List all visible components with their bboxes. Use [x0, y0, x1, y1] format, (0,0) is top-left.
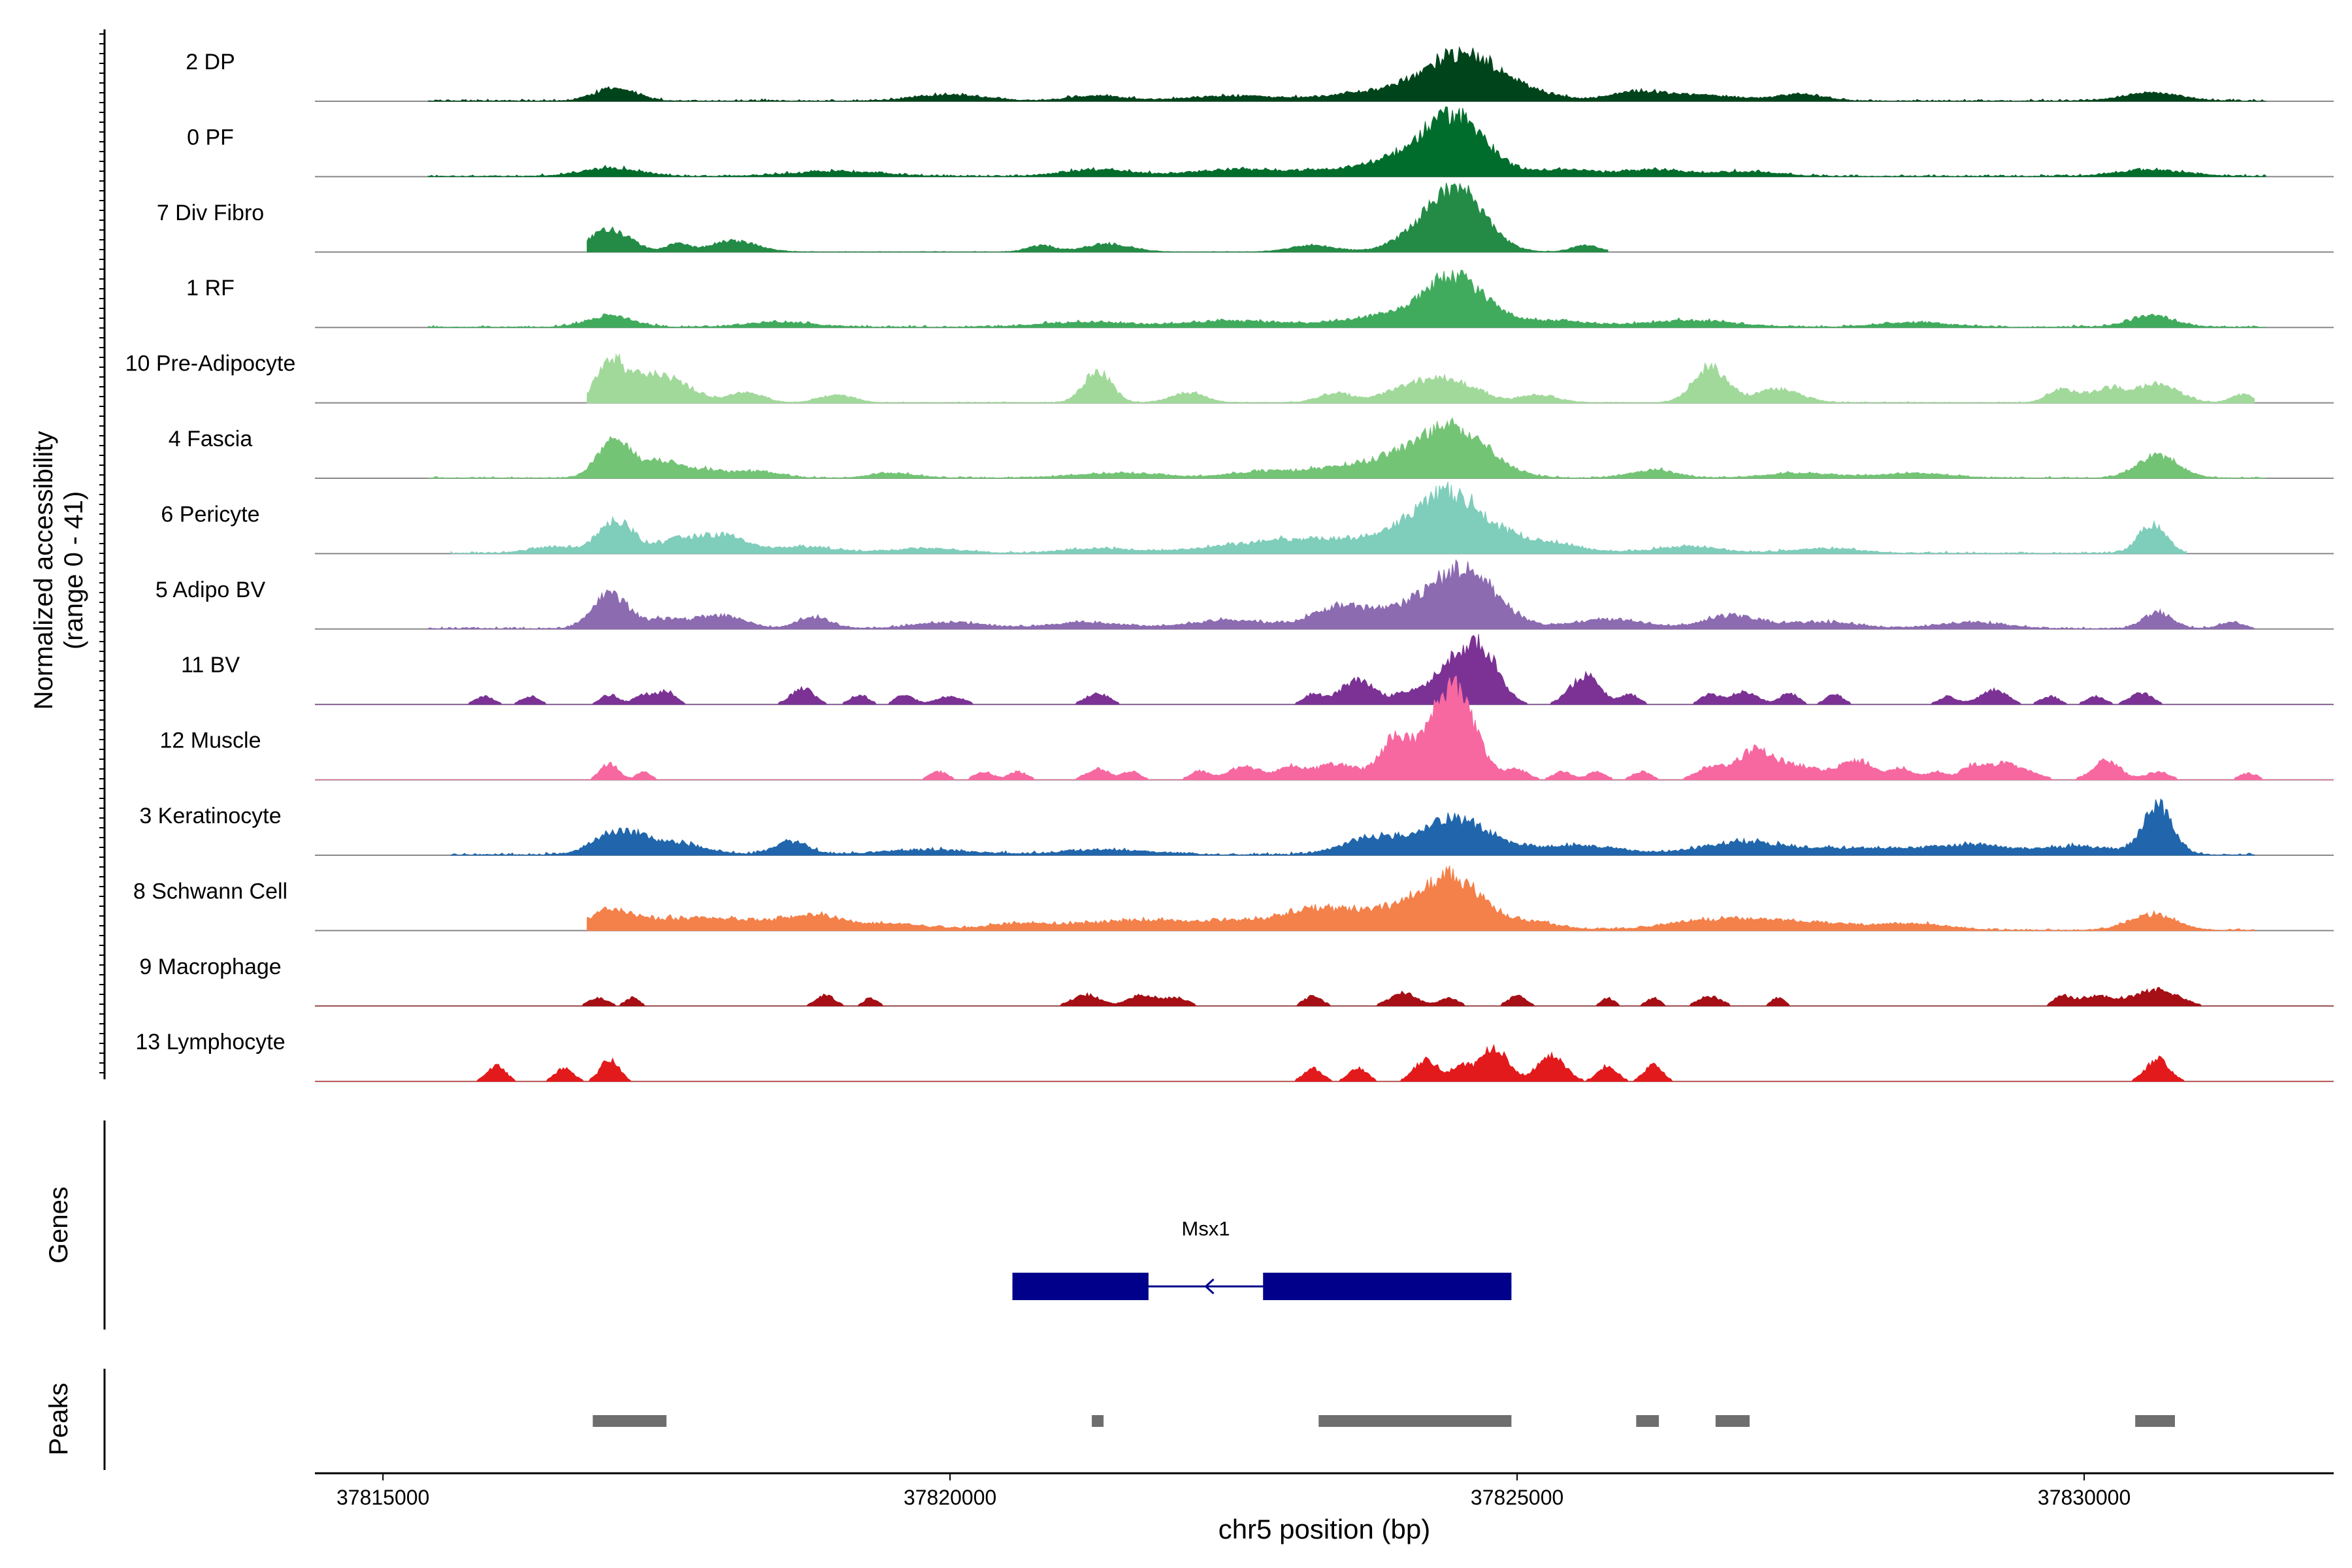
peaks-panel-label: Peaks: [44, 1382, 73, 1455]
strand-arrow: [1204, 1278, 1215, 1295]
y-axis-label-line1: Normalized accessibility: [29, 431, 58, 710]
track-label: 3 Keratinocyte: [139, 804, 281, 828]
peak-region: [1092, 1415, 1104, 1427]
track-label: 12 Muscle: [160, 728, 261, 753]
track-label: 7 Div Fibro: [157, 201, 264, 225]
coverage-area: [428, 46, 2266, 102]
track-label: 5 Adipo BV: [155, 578, 266, 602]
track-label: 4 Fascia: [169, 427, 253, 451]
gene-name-label: Msx1: [1182, 1217, 1230, 1240]
tracks-y-axis-ticks: [99, 33, 105, 1073]
track-label: 11 BV: [181, 653, 240, 678]
track-11: 3 Keratinocyte: [139, 798, 2334, 856]
track-4: 1 RF: [186, 269, 2334, 329]
track-8: 5 Adipo BV: [155, 559, 2334, 630]
track-label: 13 Lymphocyte: [135, 1030, 285, 1054]
track-10: 12 Muscle: [160, 675, 2334, 781]
x-tick-label: 37825000: [1471, 1486, 1563, 1509]
coverage-area: [428, 106, 2266, 177]
coverage-tracks: 2 DP 0 PF 7 Div Fibro 1 RF 10 Pre-Adipocyte 4…: [125, 46, 2334, 1083]
track-label: 6 Pericyte: [161, 502, 259, 527]
coverage-area: [450, 798, 2255, 856]
peak-region: [1636, 1415, 1659, 1427]
coverage-area: [315, 1043, 2334, 1082]
gene-model-msx1: [1012, 1273, 1512, 1300]
coverage-area: [587, 865, 2255, 932]
track-label: 1 RF: [186, 276, 235, 301]
coverage-area: [315, 634, 2334, 705]
y-axis-label-line2: (range 0 - 41): [59, 491, 88, 649]
peak-region: [1715, 1415, 1750, 1427]
track-5: 10 Pre-Adipocyte: [125, 351, 2334, 404]
track-1: 2 DP: [186, 46, 2334, 102]
x-axis-title: chr5 position (bp): [1218, 1514, 1431, 1544]
genes-panel: Genes Msx1: [44, 1120, 1512, 1330]
coverage-area: [315, 987, 2334, 1007]
y-axis-label: Normalized accessibility (range 0 - 41): [29, 431, 88, 710]
x-tick-label: 37820000: [904, 1486, 996, 1509]
coverage-area: [315, 675, 2334, 781]
genes-panel-label: Genes: [44, 1186, 73, 1264]
coverage-area: [587, 182, 1609, 253]
peak-regions: [593, 1415, 2175, 1427]
track-13: 9 Macrophage: [139, 955, 2334, 1007]
track-6: 4 Fascia: [169, 417, 2334, 479]
track-label: 0 PF: [187, 125, 234, 150]
track-label: 9 Macrophage: [139, 955, 281, 979]
track-3: 7 Div Fibro: [157, 182, 2334, 253]
x-tick-label: 37815000: [336, 1486, 429, 1509]
x-axis: 37815000 37820000 37825000 37830000 chr5 po…: [315, 1472, 2334, 1544]
x-tick-label: 37830000: [2038, 1486, 2131, 1509]
gene-exon: [1263, 1273, 1512, 1300]
coverage-area: [428, 559, 2255, 630]
peaks-panel: Peaks: [44, 1369, 2175, 1470]
peak-region: [2135, 1415, 2175, 1427]
gene-exon: [1012, 1273, 1149, 1300]
track-7: 6 Pericyte: [161, 482, 2334, 555]
coverage-area: [450, 482, 2187, 554]
coverage-area: [428, 269, 2266, 328]
track-label: 10 Pre-Adipocyte: [125, 351, 296, 376]
track-label: 8 Schwann Cell: [133, 879, 287, 904]
track-9: 11 BV: [181, 634, 2334, 706]
coverage-area: [428, 417, 2266, 479]
peak-region: [1318, 1415, 1512, 1427]
peak-region: [593, 1415, 667, 1427]
coverage-area: [587, 353, 2255, 404]
x-axis-ticks: 37815000 37820000 37825000 37830000: [336, 1473, 2131, 1509]
track-2: 0 PF: [187, 106, 2334, 178]
track-14: 13 Lymphocyte: [135, 1030, 2334, 1083]
track-12: 8 Schwann Cell: [133, 865, 2334, 932]
track-label: 2 DP: [186, 50, 235, 74]
